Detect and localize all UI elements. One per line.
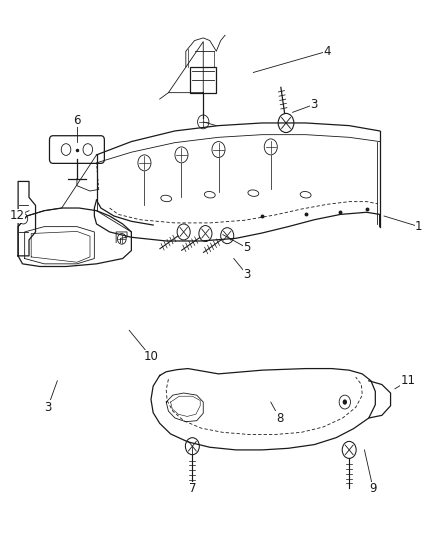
- Text: 10: 10: [143, 350, 159, 364]
- Text: 1: 1: [415, 220, 423, 233]
- Text: 8: 8: [276, 411, 283, 424]
- Text: 6: 6: [73, 114, 81, 127]
- Text: 12: 12: [10, 209, 25, 222]
- Text: 3: 3: [44, 401, 52, 414]
- Text: 9: 9: [369, 482, 377, 495]
- Text: 7: 7: [189, 482, 196, 495]
- Text: 3: 3: [311, 98, 318, 111]
- Circle shape: [343, 399, 347, 405]
- Text: 5: 5: [243, 241, 250, 254]
- Text: 4: 4: [324, 45, 331, 58]
- Text: 11: 11: [400, 374, 416, 387]
- Bar: [190, 67, 216, 93]
- Text: 3: 3: [243, 268, 250, 281]
